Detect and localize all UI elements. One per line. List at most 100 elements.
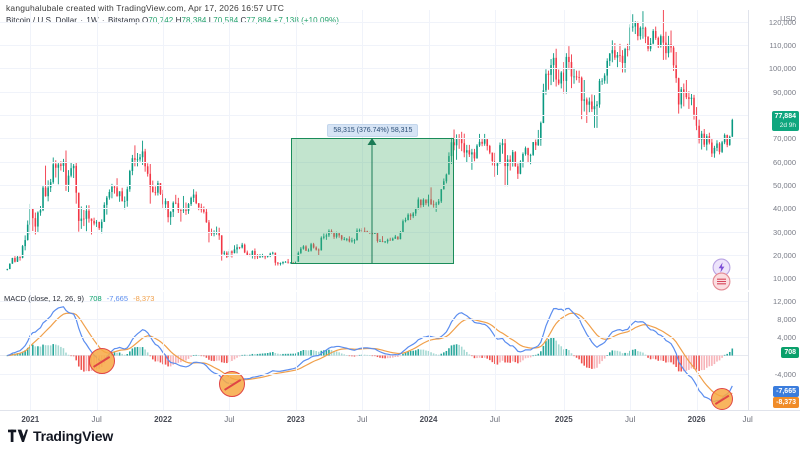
legend-separator-1: · (80, 16, 84, 25)
macd-gridline (0, 337, 748, 339)
price-gridline (0, 255, 748, 256)
time-gridline (96, 10, 98, 290)
price-gridline (0, 208, 748, 210)
macd-crossover-marker[interactable] (218, 370, 245, 397)
alert-badge-icon[interactable] (712, 258, 731, 277)
price-axis-tick: 110,000 (769, 41, 796, 50)
time-axis-tick: Jul (742, 415, 753, 424)
time-axis-tick: 2021 (21, 415, 40, 424)
legend-close-value: 77,884 (246, 16, 272, 25)
legend-change-percent: (+10.09%) (301, 16, 340, 25)
price-axis-tick: 70,000 (773, 134, 796, 144)
macd-axis-tick: 8,000 (777, 315, 796, 325)
price-gridline (0, 161, 748, 163)
macd-series (0, 306, 748, 403)
time-axis-tick: Jul (489, 415, 500, 424)
time-gridline (696, 10, 698, 290)
legend-symbol[interactable]: Bitcoin / U.S. Dollar (6, 16, 78, 25)
price-gridline (0, 231, 748, 233)
price-axis-tick: 90,000 (773, 87, 796, 97)
time-axis-tick: 2024 (419, 415, 438, 424)
macd-axis-tick: -4,000 (774, 369, 796, 379)
price-axis-tick: 100,000 (768, 64, 796, 74)
macd-axis[interactable]: 12,000 8,000 4,000 -4,000 708 -7,665 -8,373 (748, 292, 800, 410)
macd-hist-badge[interactable]: 708 (781, 347, 799, 359)
price-axis-tick: 50,000 (773, 181, 796, 190)
symbol-legend[interactable]: Bitcoin / U.S. Dollar · 1W · Bitstamp O7… (6, 16, 339, 25)
tradingview-mark-icon (8, 429, 28, 442)
legend-high-value: 78,384 (181, 16, 207, 25)
macd-hist-value: 708 (89, 294, 102, 303)
time-gridline (563, 10, 565, 290)
time-axis-tick: 2023 (286, 415, 305, 424)
time-axis-tick: Jul (625, 415, 636, 424)
macd-line-badge[interactable]: -7,665 (773, 386, 799, 397)
price-axis-unit: USD (780, 14, 796, 23)
macd-legend[interactable]: MACD (close, 12, 26, 9) 708 -7,665 -8,37… (4, 294, 154, 303)
macd-signal-badge[interactable]: -8,373 (773, 397, 799, 408)
legend-low-key: L (208, 16, 214, 25)
time-axis[interactable]: 2021 Jul 2022 Jul 2023 Jul 2024 Jul 2025 Jul 2026 J… (0, 410, 800, 429)
macd-gridline (0, 301, 748, 303)
time-gridline (630, 10, 632, 290)
attribution-text: kanguhalubale created with TradingView.c… (6, 3, 285, 13)
price-gridline (0, 91, 748, 93)
price-gridline (0, 45, 748, 46)
time-gridline (494, 10, 496, 290)
measurement-arrow (367, 138, 377, 264)
price-axis[interactable]: USD 120,000110,000100,00090,00080,00070,… (748, 10, 800, 290)
countdown-value: 2d 9h (779, 121, 796, 129)
tradingview-logo: TradingView (8, 428, 113, 444)
legend-open-value: 70,742 (148, 16, 174, 25)
time-gridline (362, 292, 364, 410)
tradingview-wordmark: TradingView (33, 428, 114, 444)
time-gridline (563, 292, 565, 410)
time-gridline (229, 292, 231, 410)
macd-axis-tick: 12,000 (773, 297, 796, 307)
price-gridline (0, 115, 748, 116)
time-axis-tick: 2026 (687, 415, 706, 424)
time-axis-tick: Jul (91, 415, 102, 424)
macd-legend-title[interactable]: MACD (close, 12, 26, 9) (4, 294, 85, 303)
time-gridline (696, 292, 698, 410)
macd-pane[interactable] (0, 292, 748, 410)
current-price-value: 77,884 (774, 112, 796, 120)
legend-change: +7,138 (273, 16, 299, 25)
current-price-badge[interactable]: 77,884 2d 9h (771, 110, 799, 131)
time-axis-tick: Jul (224, 415, 235, 424)
price-axis-tick: 10,000 (773, 274, 796, 284)
time-gridline (630, 292, 632, 410)
measurement-label: 58,315 (376.74%) 58,315 (327, 124, 419, 138)
legend-low-value: 70,584 (213, 16, 239, 25)
price-axis-tick: 30,000 (773, 227, 796, 237)
price-axis-tick: 120,000 (768, 17, 796, 27)
time-gridline (362, 10, 364, 290)
legend-exchange[interactable]: Bitstamp (107, 16, 140, 25)
legend-separator-2: · (101, 16, 105, 25)
time-axis-tick: 2022 (154, 415, 172, 424)
macd-line-value: -7,665 (106, 294, 129, 303)
price-axis-tick: 60,000 (773, 157, 796, 167)
time-gridline (163, 10, 164, 290)
time-gridline (163, 292, 164, 410)
time-gridline (295, 292, 297, 410)
price-axis-tick: 40,000 (773, 204, 796, 214)
replay-badge-icon[interactable] (712, 272, 731, 291)
legend-interval[interactable]: 1W (86, 16, 99, 25)
macd-signal-value: -8,373 (133, 294, 155, 303)
price-gridline (0, 185, 748, 186)
legend-open-key: O (142, 16, 149, 25)
macd-axis-tick: 4,000 (777, 333, 796, 343)
price-gridline (0, 278, 748, 280)
price-chart-pane[interactable]: 58,315 (376.74%) 58,315 (0, 7, 748, 290)
time-gridline (30, 292, 32, 410)
time-axis-tick: Jul (357, 415, 368, 424)
time-gridline (295, 10, 297, 290)
price-gridline (0, 21, 748, 23)
time-axis-tick: 2025 (554, 415, 573, 424)
macd-gridline (0, 373, 748, 375)
time-gridline (229, 10, 231, 290)
macd-gridline (0, 319, 748, 321)
price-gridline (0, 68, 748, 70)
